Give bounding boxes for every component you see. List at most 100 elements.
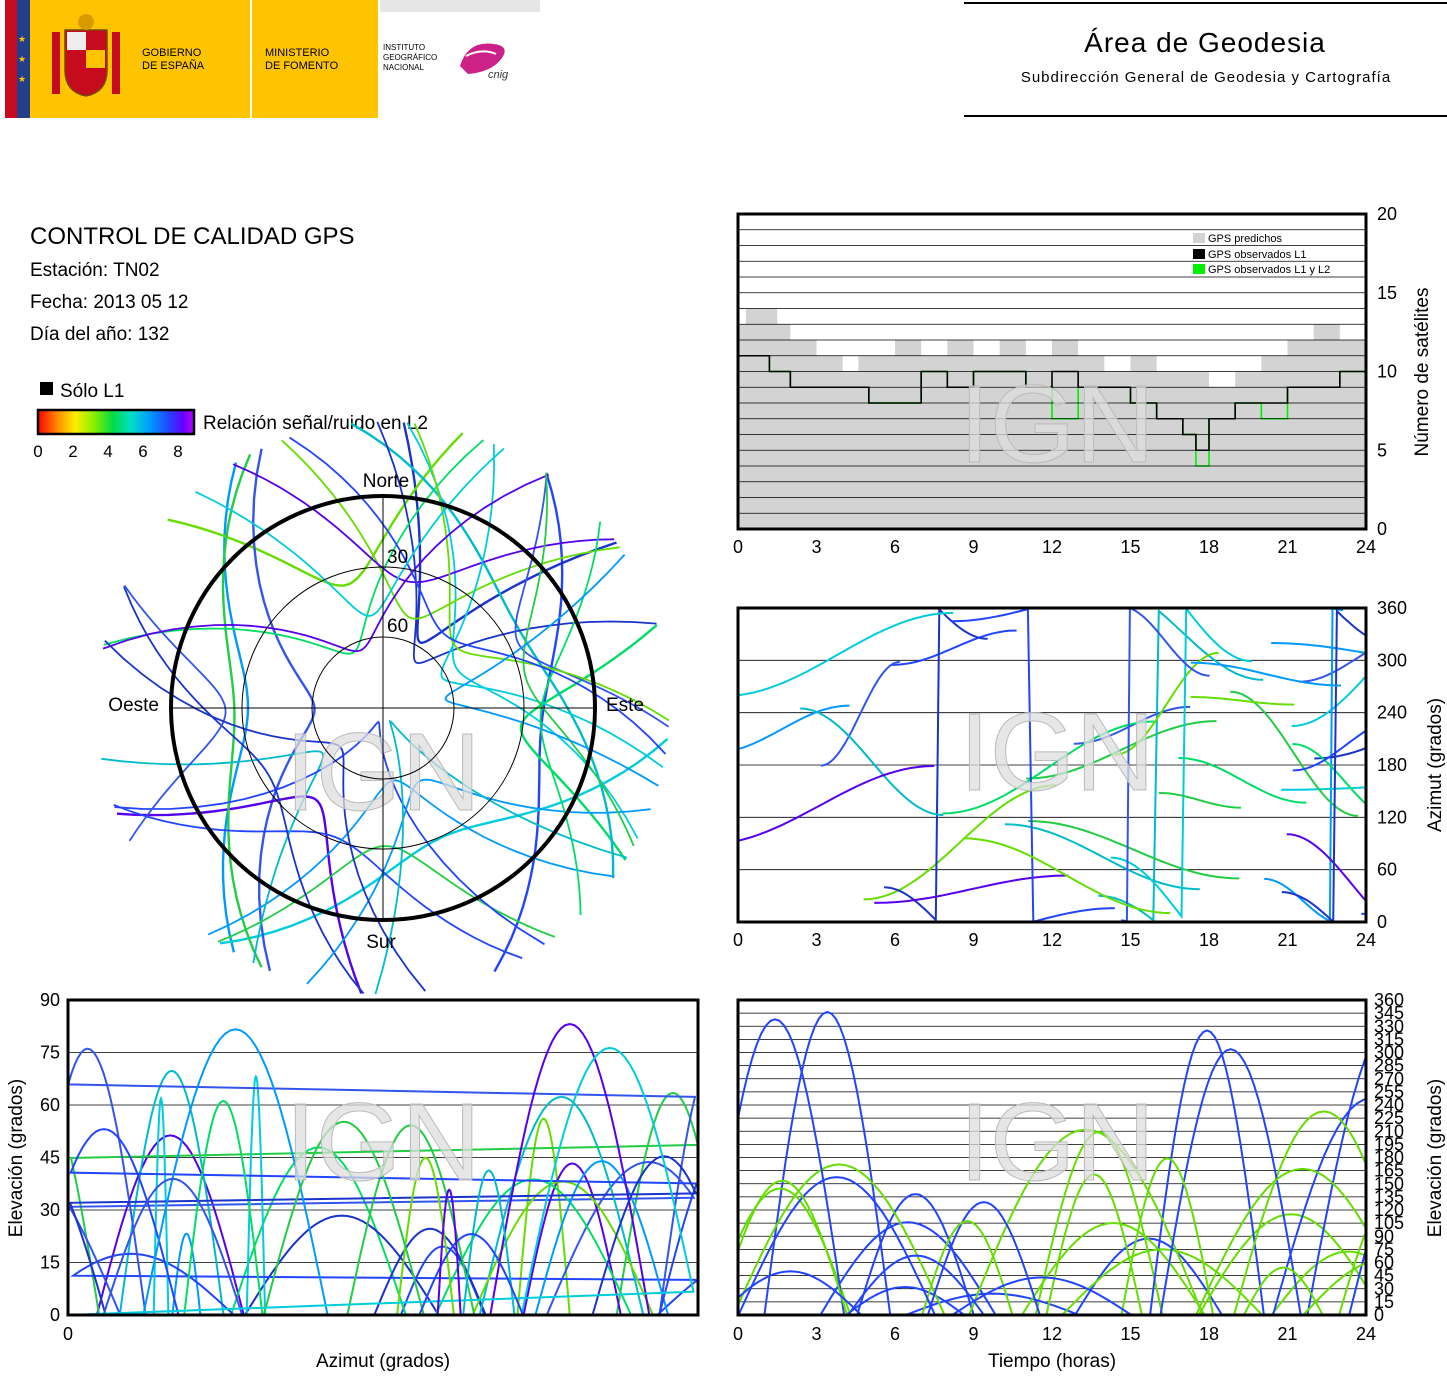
elevation-track (95, 1134, 245, 1315)
azimuth-track (738, 611, 954, 697)
azimuth-track (1178, 757, 1307, 804)
tick-label: 15 (1377, 283, 1397, 303)
azimuth-track (820, 660, 900, 767)
sky-track (374, 719, 628, 995)
sky-track (116, 795, 363, 994)
elevation-time-track (1195, 1167, 1366, 1315)
azimuth-track (1190, 696, 1295, 706)
sky-track (413, 423, 670, 722)
azimuth-track (863, 784, 1057, 901)
ministerio-panel (252, 0, 378, 118)
elevation-track (245, 1074, 267, 1315)
tick-label: 0 (63, 1324, 73, 1344)
report-title: CONTROL DE CALIDAD GPS (30, 223, 355, 250)
elevation-track (436, 1188, 462, 1315)
ign-label: INSTITUTO GEOGRÁFICO NACIONAL (383, 43, 437, 72)
azimuth-track (1110, 608, 1253, 920)
elevation-track (396, 1156, 455, 1315)
tick-label: 0 (1377, 519, 1387, 539)
sky-track (217, 845, 556, 943)
elevation-time-track (1120, 1157, 1215, 1315)
tick-label: 0 (733, 1324, 743, 1344)
elevation-track (69, 1091, 698, 1315)
tick-label: 9 (968, 537, 978, 557)
tick-label: 45 (1374, 1266, 1394, 1286)
azimuth-track (1004, 823, 1200, 891)
elevation-track (171, 1232, 202, 1315)
azimuth-track (1264, 608, 1344, 922)
tick-label: 210 (1374, 1121, 1404, 1141)
sky-track (281, 439, 620, 620)
tick-label: 0 (733, 537, 743, 557)
sky-track (402, 422, 617, 645)
tick-label: 24 (1356, 537, 1376, 557)
direction-north: Norte (363, 471, 409, 492)
legend-l1l2: GPS observados L1 y L2 (1208, 264, 1330, 276)
elevation-time-track (738, 1270, 862, 1315)
legend-l1: GPS observados L1 (1208, 249, 1306, 261)
elevation-track (69, 1128, 698, 1315)
elev-time-ylabel: Elevación (grados) (1425, 1079, 1446, 1237)
tick-label: 330 (1374, 1016, 1404, 1036)
cnig-label: cnig (488, 69, 509, 81)
tick-label: 150 (1374, 1174, 1404, 1194)
azimuth-track (1190, 661, 1341, 687)
tick-label: 0 (733, 930, 743, 950)
elevation-time-track (1306, 1054, 1366, 1315)
azimuth-track (891, 629, 1017, 666)
azimuth-track (1098, 608, 1264, 922)
sky-track (221, 462, 250, 953)
sky-track (493, 472, 564, 973)
tick-label: 18 (1199, 537, 1219, 557)
tick-label: 20 (1377, 204, 1397, 224)
tick-label: 90 (40, 990, 60, 1010)
tick-label: 165 (1374, 1161, 1404, 1181)
elevation-track (244, 1214, 440, 1315)
snr-tick: 2 (68, 442, 77, 461)
tick-label: 15 (1120, 1324, 1140, 1344)
elevation-time-track (1233, 1110, 1366, 1315)
doy-text: Día del año: 132 (30, 324, 169, 345)
azimuth-track (1286, 833, 1366, 903)
tick-label: 9 (968, 1324, 978, 1344)
snr-ticks: 0 2 4 6 8 (33, 442, 182, 461)
sky-track (514, 473, 670, 728)
area-title: Área de Geodesia (1084, 27, 1326, 58)
elevation-track (68, 1155, 698, 1315)
tick-label: 180 (1374, 1148, 1404, 1168)
svg-text:★: ★ (18, 54, 26, 64)
sky-track (123, 586, 365, 995)
elevation-time-track (1197, 1213, 1366, 1315)
sky-track (101, 750, 325, 964)
sky-track (113, 804, 523, 959)
snr-label: Relación señal/ruido en L2 (203, 413, 428, 434)
elevation-time-track (1302, 1262, 1366, 1315)
tick-label: 345 (1374, 1003, 1404, 1023)
tick-label: 195 (1374, 1134, 1404, 1154)
direction-west: Oeste (108, 695, 159, 716)
azimuth-track (1314, 747, 1366, 760)
elevation-time-track (926, 1201, 1041, 1315)
elevation-track (462, 1169, 516, 1315)
azimuth-track (1028, 820, 1240, 880)
azimuth-track (1120, 608, 1210, 922)
sky-track (539, 521, 602, 916)
sky-track (123, 584, 227, 842)
tick-label: 135 (1374, 1187, 1404, 1207)
azimuth-track (1298, 651, 1366, 683)
elevation-time-track (1021, 1221, 1206, 1315)
elevation-time-track (1045, 1173, 1143, 1315)
elevation-track (478, 1095, 645, 1315)
station-text: Estación: TN02 (30, 260, 160, 281)
tick-label: 15 (1120, 537, 1140, 557)
elevation-track (434, 1178, 633, 1315)
spain-flag-strip: ★ ★ ★ (5, 0, 30, 118)
tick-label: 240 (1377, 703, 1407, 723)
snr-colorbar (36, 408, 196, 436)
tick-label: 240 (1374, 1095, 1404, 1115)
azimuth-track (1291, 674, 1366, 727)
tick-label: 60 (40, 1095, 60, 1115)
azimuth-ylabel: Azimut (grados) (1425, 698, 1446, 832)
elevation-time-track (1338, 1228, 1366, 1315)
